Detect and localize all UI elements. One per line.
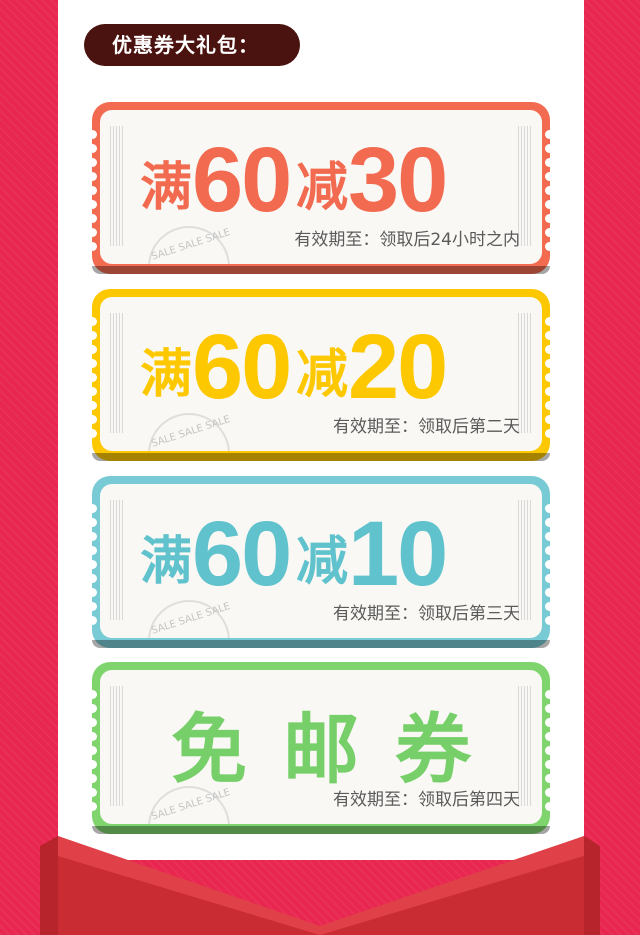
coupon-card-free-shipping[interactable]: SALE SALE SALE 免邮券 有效期至：领取后第四天 xyxy=(88,662,554,834)
coupon-notch xyxy=(545,214,554,223)
coupon-notch xyxy=(545,200,554,209)
coupon-notch xyxy=(545,588,554,597)
coupon-notch xyxy=(545,331,554,340)
coupon-notch xyxy=(545,387,554,396)
coupon-notch xyxy=(88,331,97,340)
coupon-stripes xyxy=(518,126,532,246)
coupon-notch xyxy=(88,518,97,527)
coupon-notch xyxy=(88,429,97,438)
coupon-notch xyxy=(88,317,97,326)
free-shipping-label: 免邮券 xyxy=(171,705,507,794)
coupon-notch xyxy=(545,718,554,727)
coupon-stripes xyxy=(518,686,532,806)
coupon-notch xyxy=(545,429,554,438)
coupon-notch xyxy=(88,415,97,424)
coupon-notch xyxy=(88,373,97,382)
coupon-notch xyxy=(545,373,554,382)
coupon-notch xyxy=(545,317,554,326)
coupon-notch xyxy=(88,774,97,783)
coupon-notch xyxy=(88,504,97,513)
coupon-notch xyxy=(88,214,97,223)
page-title: 优惠券大礼包： xyxy=(84,24,300,66)
coupon-notch xyxy=(545,690,554,699)
coupon-stripes xyxy=(110,313,124,433)
coupon-notch xyxy=(545,574,554,583)
coupon-notch xyxy=(545,504,554,513)
coupon-notch xyxy=(545,802,554,811)
coupon-notch xyxy=(88,802,97,811)
coupon-notch xyxy=(88,760,97,769)
coupon-validity: 有效期至：领取后第三天 xyxy=(333,604,520,624)
coupon-value: 满60 减30 xyxy=(140,129,448,231)
coupon-notch xyxy=(545,602,554,611)
coupon-validity: 有效期至：领取后第二天 xyxy=(333,417,520,437)
coupon-notch xyxy=(545,130,554,139)
coupon-notch xyxy=(88,401,97,410)
coupon-notch xyxy=(545,228,554,237)
coupon-notch xyxy=(88,345,97,354)
coupon-notch xyxy=(545,359,554,368)
coupon-notch xyxy=(88,200,97,209)
ribbon-fold-right xyxy=(584,836,600,935)
coupon-notch xyxy=(88,532,97,541)
coupon-stripes xyxy=(110,686,124,806)
coupon-notch xyxy=(88,560,97,569)
coupon-notch xyxy=(88,616,97,625)
coupon-notch xyxy=(545,158,554,167)
coupon-notch xyxy=(88,242,97,251)
coupon-notch xyxy=(545,172,554,181)
coupon-notch xyxy=(88,746,97,755)
coupon-notch xyxy=(545,401,554,410)
coupon-notch xyxy=(545,760,554,769)
coupon-notch xyxy=(88,359,97,368)
coupon-notch xyxy=(88,387,97,396)
coupon-card-10[interactable]: SALE SALE SALE 满60 减10 有效期至：领取后第三天 xyxy=(88,476,554,648)
ribbon-edge xyxy=(58,836,584,935)
coupon-notch xyxy=(88,690,97,699)
coupon-stripes xyxy=(518,313,532,433)
coupon-notch xyxy=(88,546,97,555)
coupon-notch xyxy=(88,788,97,797)
ribbon-fold-left xyxy=(40,836,58,935)
coupon-notch xyxy=(545,415,554,424)
coupon-notch xyxy=(88,704,97,713)
coupon-notch xyxy=(88,602,97,611)
coupon-notch xyxy=(545,560,554,569)
coupon-validity: 有效期至：领取后24小时之内 xyxy=(294,230,520,250)
coupon-notch xyxy=(545,144,554,153)
coupon-notch xyxy=(88,130,97,139)
coupon-notch xyxy=(545,774,554,783)
coupon-stripes xyxy=(518,500,532,620)
coupon-notch xyxy=(545,518,554,527)
coupon-notch xyxy=(88,574,97,583)
coupon-validity: 有效期至：领取后第四天 xyxy=(333,790,520,810)
coupon-notch xyxy=(88,732,97,741)
coupon-value: 满60 减20 xyxy=(140,316,448,418)
coupon-stripes xyxy=(110,126,124,246)
coupon-notch xyxy=(545,345,554,354)
coupon-notch xyxy=(545,532,554,541)
coupon-notch xyxy=(545,746,554,755)
coupon-notch xyxy=(88,228,97,237)
coupon-notch xyxy=(88,158,97,167)
coupon-notch xyxy=(545,546,554,555)
coupon-notch xyxy=(88,172,97,181)
coupon-card-30[interactable]: SALE SALE SALE 满60 减30 有效期至：领取后24小时之内 xyxy=(88,102,554,274)
coupon-notch xyxy=(88,144,97,153)
coupon-notch xyxy=(545,788,554,797)
coupon-notch xyxy=(88,588,97,597)
coupon-notch xyxy=(88,718,97,727)
coupon-notch xyxy=(545,732,554,741)
coupon-value: 满60 减10 xyxy=(140,503,448,605)
coupon-stripes xyxy=(110,500,124,620)
coupon-notch xyxy=(545,704,554,713)
bottom-ribbon xyxy=(40,836,600,935)
coupon-notch xyxy=(545,242,554,251)
coupon-card-20[interactable]: SALE SALE SALE 满60 减20 有效期至：领取后第二天 xyxy=(88,289,554,461)
coupon-notch xyxy=(88,186,97,195)
coupon-notch xyxy=(545,616,554,625)
coupon-notch xyxy=(545,186,554,195)
